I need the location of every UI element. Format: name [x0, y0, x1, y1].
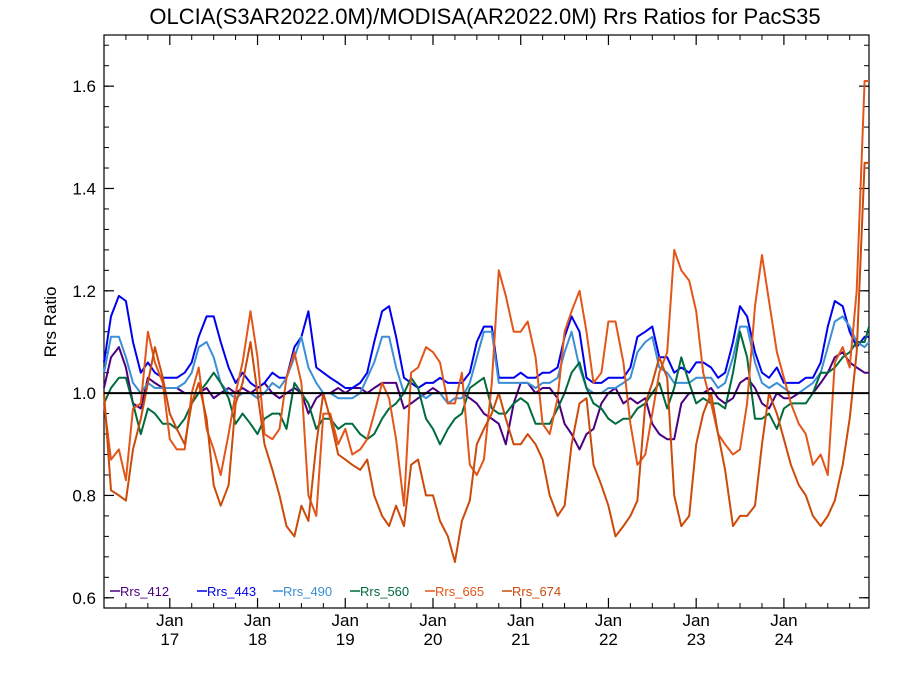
- y-tick-label: 1.2: [72, 282, 96, 301]
- x-tick-month: Jan: [595, 611, 622, 630]
- series-line-rrs-674: [103, 161, 869, 563]
- legend-label: Rrs_412: [120, 584, 169, 599]
- chart-title: OLCIA(S3AR2022.0M)/MODISA(AR2022.0M) Rrs…: [149, 4, 820, 29]
- legend-label: Rrs_560: [360, 584, 409, 599]
- x-tick-year: 20: [424, 630, 443, 649]
- x-tick-month: Jan: [332, 611, 359, 630]
- series-line-rrs-443: [103, 294, 869, 389]
- legend-label: Rrs_665: [435, 584, 484, 599]
- axis-ticks: 0.60.81.01.21.41.6Jan17Jan18Jan19Jan20Ja…: [72, 35, 869, 649]
- y-tick-label: 0.6: [72, 589, 96, 608]
- legend-label: Rrs_443: [207, 584, 256, 599]
- legend: Rrs_412 Rrs_443 Rrs_490 Rrs_560 Rrs_665 Rrs_6…: [110, 584, 561, 599]
- x-tick-month: Jan: [507, 611, 534, 630]
- x-tick-year: 23: [687, 630, 706, 649]
- y-tick-label: 0.8: [72, 486, 96, 505]
- legend-label: Rrs_490: [283, 584, 332, 599]
- series-line-rrs-665: [103, 80, 869, 517]
- x-tick-month: Jan: [770, 611, 797, 630]
- y-tick-label: 1.4: [72, 179, 96, 198]
- series-layer: [103, 80, 870, 563]
- y-tick-label: 1.0: [72, 384, 96, 403]
- x-tick-year: 18: [248, 630, 267, 649]
- x-tick-month: Jan: [244, 611, 271, 630]
- x-tick-year: 21: [511, 630, 530, 649]
- x-tick-year: 19: [336, 630, 355, 649]
- x-tick-month: Jan: [682, 611, 709, 630]
- x-tick-month: Jan: [419, 611, 446, 630]
- x-tick-month: Jan: [156, 611, 183, 630]
- y-axis-label: Rrs Ratio: [41, 287, 60, 358]
- x-tick-year: 17: [160, 630, 179, 649]
- series-line-rrs-490: [103, 315, 870, 405]
- plot-frame: [103, 34, 870, 609]
- x-tick-year: 24: [774, 630, 793, 649]
- y-tick-label: 1.6: [72, 77, 96, 96]
- legend-label: Rrs_674: [512, 584, 561, 599]
- x-tick-year: 22: [599, 630, 618, 649]
